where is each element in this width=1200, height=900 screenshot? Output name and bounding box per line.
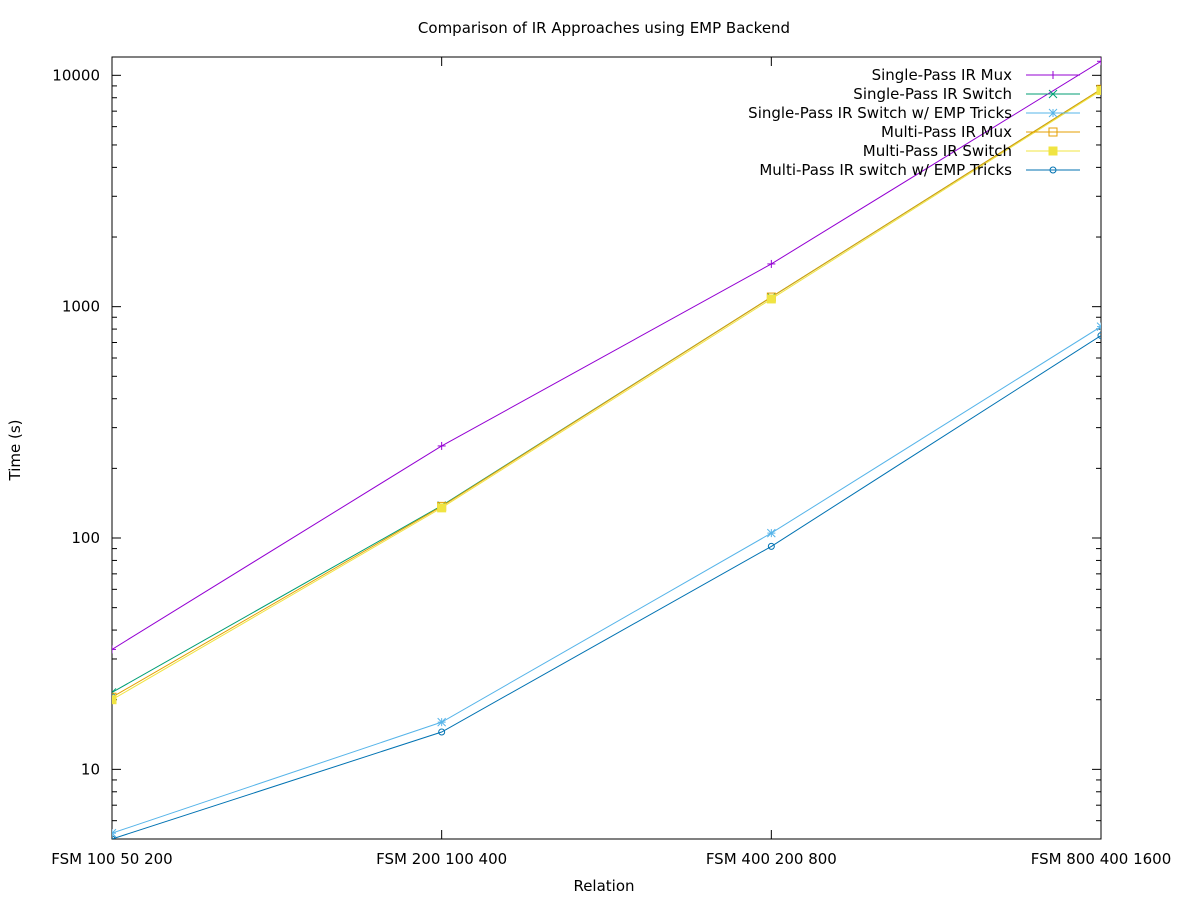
chart-title: Comparison of IR Approaches using EMP Ba…	[418, 19, 790, 37]
legend-label: Multi-Pass IR switch w/ EMP Tricks	[759, 161, 1012, 179]
y-tick-label: 10000	[52, 66, 100, 84]
legend-marker	[1048, 89, 1058, 99]
data-point: 105	[766, 528, 776, 538]
x-axis-ticks: FSM 100 50 200 FSM 200 100 400 FSM 400 200…	[51, 57, 1171, 868]
legend-entry: Single-Pass IR Mux	[872, 66, 1080, 84]
plot-frame	[111, 56, 1102, 840]
legend-marker	[1049, 166, 1057, 174]
legend-entry: Multi-Pass IR Switch	[863, 142, 1080, 160]
x-tick-label: FSM 100 50 200	[51, 850, 172, 868]
series-line	[112, 90, 1101, 701]
series-layer: 3325015301150021.5138110087005.316105820…	[112, 57, 1101, 839]
series-line	[112, 326, 1101, 834]
series-line	[112, 88, 1101, 698]
series-1: 33 250 1530 11500	[112, 57, 1101, 654]
series-5: 20 135 1080 8600	[112, 85, 1101, 705]
legend-label: Single-Pass IR Switch w/ EMP Tricks	[748, 104, 1012, 122]
legend-entry: Multi-Pass IR switch w/ EMP Tricks	[759, 161, 1080, 179]
x-tick-label: FSM 200 100 400	[376, 850, 507, 868]
legend-entry: Single-Pass IR Switch w/ EMP Tricks	[748, 104, 1080, 122]
data-point: 135	[437, 503, 447, 513]
y-tick-label: 10	[81, 760, 100, 778]
y-tick-label: 1000	[62, 298, 100, 316]
y-axis-label: Time (s)	[6, 420, 24, 482]
data-point: 1080	[766, 294, 776, 304]
data-point: 820	[1096, 322, 1101, 331]
series-line	[112, 60, 1101, 650]
data-point: 5.3	[112, 828, 117, 838]
data-point: 33	[112, 645, 116, 654]
legend-entry: Multi-Pass IR Mux	[881, 123, 1080, 141]
plot-border	[111, 56, 1102, 840]
legend-label: Single-Pass IR Mux	[872, 66, 1013, 84]
series-6: 514.592750	[112, 332, 1101, 839]
legend-marker	[1049, 71, 1057, 79]
series-line	[112, 335, 1101, 839]
x-tick-label: FSM 800 400 1600	[1031, 850, 1172, 868]
legend-entry: Single-Pass IR Switch	[853, 85, 1080, 103]
data-point: 92	[767, 542, 775, 550]
legend-marker	[1048, 108, 1058, 118]
y-tick-label: 100	[71, 529, 100, 547]
data-point: 14.5	[438, 728, 446, 736]
legend-label: Multi-Pass IR Mux	[881, 123, 1012, 141]
series-line	[112, 88, 1101, 693]
x-axis-label: Relation	[573, 877, 634, 895]
data-point: 250	[437, 441, 446, 450]
data-point: 8600	[1096, 85, 1101, 95]
legend-label: Single-Pass IR Switch	[853, 85, 1012, 103]
legend-marker	[1048, 146, 1058, 156]
x-tick-label: FSM 400 200 800	[706, 850, 837, 868]
legend-marker	[1048, 127, 1058, 137]
data-point: 20	[112, 695, 117, 705]
y-axis-ticks: 10 100 1000 10000	[52, 66, 1101, 840]
series-3: 5.3 16 105 820	[112, 322, 1101, 838]
data-point: 750	[1097, 332, 1101, 340]
legend-label: Multi-Pass IR Switch	[863, 142, 1012, 160]
data-point: 11500	[1097, 57, 1101, 66]
data-point: 16	[437, 717, 447, 727]
data-point: 1530	[767, 259, 776, 268]
